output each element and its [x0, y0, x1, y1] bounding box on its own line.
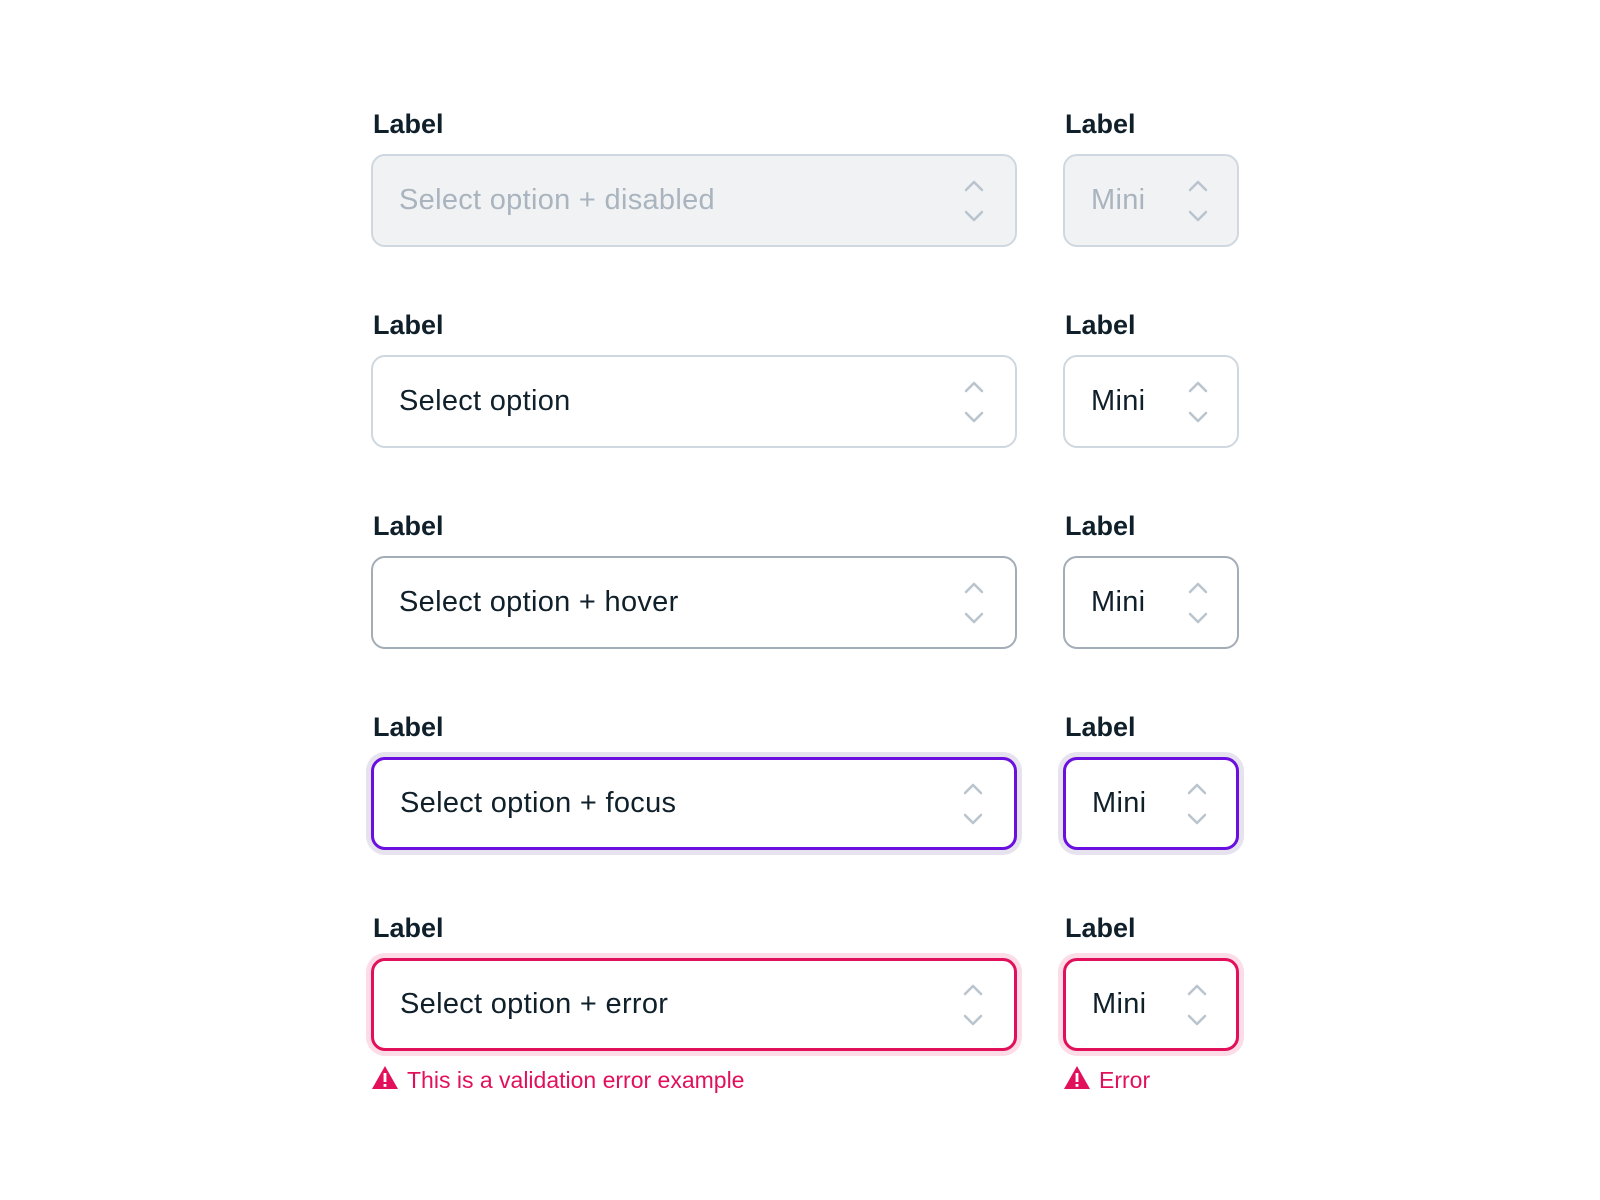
chevron-up-down-icon	[962, 782, 984, 826]
mini-select-hover[interactable]: Mini	[1063, 556, 1239, 649]
chevron-up-down-icon	[1187, 380, 1209, 424]
mini-select-focus[interactable]: Mini	[1063, 757, 1239, 850]
field-label: Label	[1065, 913, 1136, 943]
select-value: Mini	[1092, 787, 1147, 819]
mini-select-default[interactable]: Mini	[1063, 355, 1239, 448]
select-value: Select option	[399, 385, 571, 417]
mini-select-field-focus: Label Mini	[1063, 709, 1239, 850]
mini-select-field-error: Label Mini Error	[1063, 910, 1239, 1096]
mini-select-disabled: Mini	[1063, 154, 1239, 247]
select-value: Mini	[1091, 385, 1146, 417]
validation-error: This is a validation error example	[371, 1065, 1017, 1096]
mini-select-field-disabled: Label Mini	[1063, 106, 1239, 247]
select-field-hover: Label Select option + hover	[371, 508, 1017, 649]
select-value: Select option + hover	[399, 586, 679, 618]
field-label: Label	[1065, 310, 1136, 340]
error-message: This is a validation error example	[407, 1067, 745, 1093]
select-default[interactable]: Select option	[371, 355, 1017, 448]
chevron-up-down-icon	[963, 581, 985, 625]
select-value: Mini	[1091, 586, 1146, 618]
validation-error: Error	[1063, 1065, 1239, 1096]
mini-select-field-default: Label Mini	[1063, 307, 1239, 448]
mini-select-error[interactable]: Mini	[1063, 958, 1239, 1051]
select-value: Select option + disabled	[399, 184, 715, 216]
select-hover[interactable]: Select option + hover	[371, 556, 1017, 649]
select-field-error: Label Select option + error This is a va…	[371, 910, 1017, 1096]
warning-triangle-icon	[1063, 1065, 1091, 1096]
select-value: Select option + focus	[400, 787, 677, 819]
mini-select-field-hover: Label Mini	[1063, 508, 1239, 649]
chevron-up-down-icon	[1186, 782, 1208, 826]
chevron-up-down-icon	[963, 380, 985, 424]
field-label: Label	[1065, 511, 1136, 541]
chevron-up-down-icon	[963, 179, 985, 223]
field-label: Label	[1065, 109, 1136, 139]
chevron-up-down-icon	[1186, 983, 1208, 1027]
select-value: Select option + error	[400, 988, 669, 1020]
error-message: Error	[1099, 1067, 1151, 1093]
chevron-up-down-icon	[1187, 179, 1209, 223]
select-error[interactable]: Select option + error	[371, 958, 1017, 1051]
field-label: Label	[373, 511, 444, 541]
field-label: Label	[373, 913, 444, 943]
field-label: Label	[373, 712, 444, 742]
select-field-focus: Label Select option + focus	[371, 709, 1017, 850]
field-label: Label	[1065, 712, 1136, 742]
select-field-default: Label Select option	[371, 307, 1017, 448]
field-label: Label	[373, 109, 444, 139]
select-disabled: Select option + disabled	[371, 154, 1017, 247]
select-value: Mini	[1091, 184, 1146, 216]
field-label: Label	[373, 310, 444, 340]
select-focus[interactable]: Select option + focus	[371, 757, 1017, 850]
select-field-disabled: Label Select option + disabled	[371, 106, 1017, 247]
select-value: Mini	[1092, 988, 1147, 1020]
chevron-up-down-icon	[962, 983, 984, 1027]
warning-triangle-icon	[371, 1065, 399, 1096]
chevron-up-down-icon	[1187, 581, 1209, 625]
